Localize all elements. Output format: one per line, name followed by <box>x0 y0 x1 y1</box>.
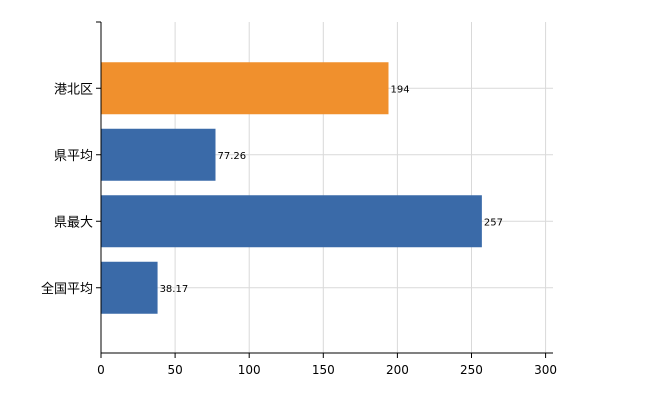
x-tick-label: 250 <box>460 363 483 377</box>
x-tick-label: 100 <box>238 363 261 377</box>
data-label: 194 <box>391 84 410 95</box>
data-label: 38.17 <box>160 284 189 295</box>
bar <box>101 261 158 314</box>
data-label: 257 <box>484 217 503 228</box>
category-label: 全国平均 <box>41 281 93 297</box>
x-tick-label: 300 <box>534 363 557 377</box>
x-tick-label: 200 <box>386 363 409 377</box>
bar <box>101 128 216 181</box>
bar <box>101 62 389 115</box>
bar <box>101 195 482 248</box>
data-label: 77.26 <box>217 151 246 162</box>
category-label: 港北区 <box>54 82 93 97</box>
category-label: 県平均 <box>54 149 93 164</box>
x-tick-label: 50 <box>167 363 182 377</box>
category-label: 県最大 <box>54 215 93 230</box>
x-tick-label: 0 <box>97 363 105 377</box>
x-tick-label: 150 <box>312 363 335 377</box>
